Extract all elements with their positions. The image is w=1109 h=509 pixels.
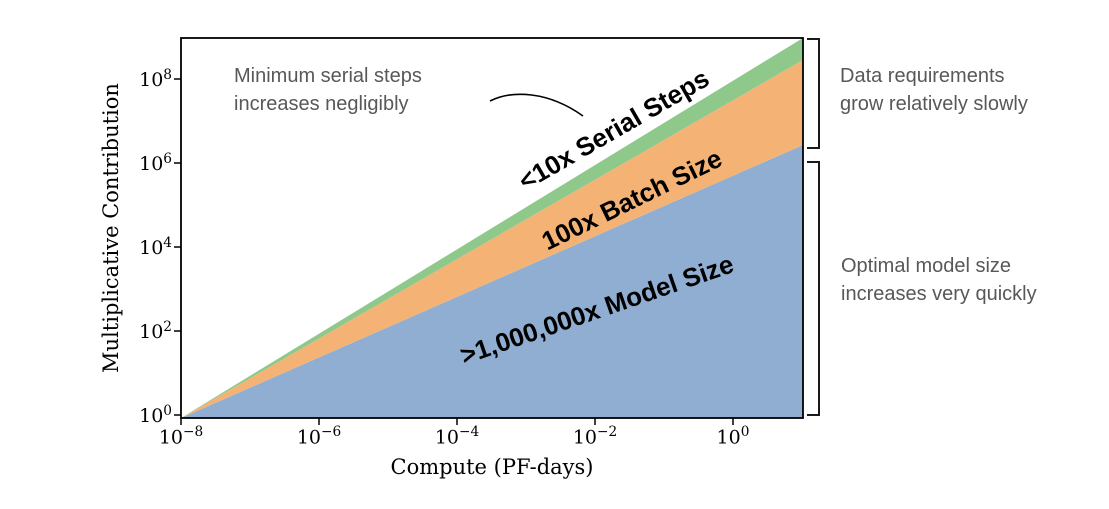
model-size-note: Optimal model size increases very quickl… bbox=[841, 255, 1037, 305]
model-size-bracket bbox=[807, 161, 820, 416]
x-tick-base: 10 bbox=[158, 426, 184, 449]
y-tick-base: 10 bbox=[139, 405, 164, 428]
y-tick-label: 108 bbox=[139, 67, 172, 91]
annotation-arc bbox=[489, 93, 584, 117]
x-tick-label: 10−6 bbox=[297, 424, 341, 448]
y-tick-exp: 0 bbox=[163, 402, 172, 419]
y-axis-title: Multiplicative Contribution bbox=[99, 83, 123, 373]
y-tick-exp: 8 bbox=[163, 66, 172, 83]
y-ticks bbox=[174, 78, 181, 416]
y-tick-label: 100 bbox=[139, 403, 172, 427]
y-tick-base: 10 bbox=[139, 321, 164, 344]
x-tick-base: 10 bbox=[434, 426, 460, 449]
x-tick-label: 10−8 bbox=[159, 424, 203, 448]
y-tick-base: 10 bbox=[139, 153, 164, 176]
x-tick-exp: 0 bbox=[740, 424, 750, 440]
x-tick-exp: −6 bbox=[321, 424, 342, 440]
plot-border bbox=[180, 37, 804, 419]
x-tick-base: 10 bbox=[716, 426, 741, 449]
y-tick-exp: 4 bbox=[163, 234, 172, 251]
y-tick-label: 106 bbox=[139, 151, 172, 175]
x-tick-base: 10 bbox=[572, 426, 598, 449]
x-tick-label: 100 bbox=[717, 424, 750, 448]
data-requirements-bracket bbox=[807, 38, 820, 149]
data-requirements-note: Data requirements grow relatively slowly bbox=[840, 65, 1028, 115]
y-tick-base: 10 bbox=[139, 237, 164, 260]
x-tick-label: 10−2 bbox=[573, 424, 617, 448]
y-tick-exp: 2 bbox=[163, 318, 172, 335]
x-tick-exp: −8 bbox=[183, 424, 204, 440]
y-tick-base: 10 bbox=[139, 69, 164, 92]
serial-steps-note: Minimum serial steps increases negligibl… bbox=[234, 65, 422, 115]
serial-steps-area bbox=[181, 38, 803, 418]
x-tick-exp: −2 bbox=[597, 424, 618, 440]
y-tick-label: 104 bbox=[139, 235, 172, 259]
x-axis-title: Compute (PF-days) bbox=[390, 455, 594, 479]
x-tick-base: 10 bbox=[296, 426, 322, 449]
x-tick-exp: −4 bbox=[459, 424, 480, 440]
x-ticks bbox=[180, 418, 734, 425]
y-tick-label: 102 bbox=[139, 319, 172, 343]
x-tick-label: 10−4 bbox=[435, 424, 479, 448]
y-tick-exp: 6 bbox=[163, 150, 172, 167]
